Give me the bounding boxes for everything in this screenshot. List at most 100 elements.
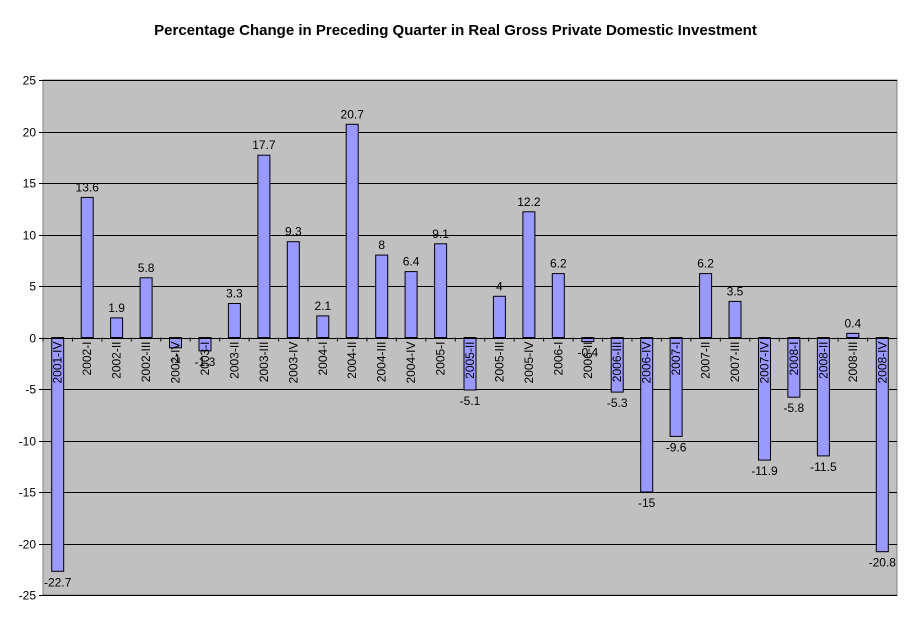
data-label: 9.3 [285, 225, 302, 239]
data-label: 4 [496, 279, 503, 293]
y-tick-label: -20 [19, 538, 37, 552]
category-label: 2002-II [110, 342, 124, 379]
y-tick-label: 25 [23, 74, 37, 88]
category-label: 2005-IV [522, 342, 536, 384]
bar [728, 300, 742, 338]
category-label: 2003-IV [286, 342, 300, 384]
y-tick-label: 10 [23, 229, 37, 243]
data-label: 6.2 [697, 257, 714, 271]
chart-title: Percentage Change in Preceding Quarter i… [154, 22, 757, 39]
category-label: 2005-III [492, 342, 506, 383]
bars [51, 123, 889, 572]
bar [875, 337, 889, 553]
data-label: 0.4 [844, 316, 861, 330]
category-label: 2007-III [728, 342, 742, 383]
category-label: 2003-II [227, 342, 241, 379]
category-label: 2003-I [198, 342, 212, 376]
category-label: 2004-IV [404, 342, 418, 384]
bar [787, 337, 801, 398]
data-label: 2.1 [314, 299, 331, 313]
bar [316, 315, 330, 338]
category-label: 2003-III [257, 342, 271, 383]
category-label: 2006-IV [640, 342, 654, 384]
category-label: 2008-II [816, 342, 830, 379]
data-label: 13.6 [76, 180, 100, 194]
y-tick-label: -5 [25, 383, 36, 397]
bar [492, 295, 506, 338]
category-label: 2002-IV [169, 342, 183, 384]
bar [286, 241, 300, 338]
bar [257, 154, 271, 338]
category-label: 2002-I [80, 342, 94, 376]
y-tick-label: -15 [19, 486, 37, 500]
bar [551, 273, 565, 339]
data-label: 9.1 [432, 227, 449, 241]
category-label: 2008-III [846, 342, 860, 383]
bar [816, 337, 830, 457]
bar [375, 254, 389, 339]
bar [139, 277, 153, 338]
category-label: 2005-II [463, 342, 477, 379]
data-label: -11.5 [810, 460, 837, 474]
data-label: 6.2 [550, 257, 567, 271]
category-label: 2007-I [669, 342, 683, 376]
data-label: -22.7 [44, 575, 72, 589]
bar [110, 317, 124, 338]
bar [581, 337, 595, 343]
data-label: 12.2 [517, 195, 541, 209]
category-label: 2007-II [699, 342, 713, 379]
bar [51, 337, 65, 572]
data-label: -5.8 [784, 401, 805, 415]
y-tick-label: 5 [29, 280, 36, 294]
data-label: -15 [638, 496, 656, 510]
data-label: -1 [170, 352, 181, 366]
category-label: 2008-IV [875, 342, 889, 384]
data-label: 6.4 [403, 255, 420, 269]
bar [80, 196, 94, 338]
data-label: 17.7 [252, 138, 276, 152]
data-label: -0.4 [577, 346, 598, 360]
data-label: 1.9 [108, 301, 125, 315]
category-label: 2001-IV [51, 342, 65, 384]
bar [522, 211, 536, 338]
data-label: -1.3 [195, 355, 216, 369]
data-label: 3.5 [727, 284, 744, 298]
category-labels: 2001-IV 2002-I 2002-II 2002-III 2002-IV 2003-… [42, 337, 889, 384]
y-axis-tick-labels: 25 20 15 10 5 0 -5 -10 -15 -20 -25 [19, 74, 43, 603]
bar [169, 337, 182, 349]
bar [345, 123, 359, 338]
data-label: -5.1 [460, 394, 481, 408]
category-label: 2002-III [139, 342, 153, 383]
data-label: 8 [378, 238, 385, 252]
y-tick-label: 15 [23, 177, 37, 191]
data-label: -20.8 [869, 556, 897, 570]
data-label: 5.8 [138, 261, 155, 275]
data-label: 3.3 [226, 287, 243, 301]
bar [404, 271, 418, 339]
category-label: 2004-I [316, 342, 330, 376]
bar [198, 337, 212, 352]
category-label: 2005-I [434, 342, 448, 376]
bar [846, 332, 860, 338]
data-label: 20.7 [341, 107, 365, 121]
data-label: -9.6 [666, 440, 687, 454]
bar [758, 337, 771, 461]
bar [640, 337, 654, 493]
category-label: 2006-III [610, 342, 624, 383]
category-label: 2007-IV [758, 342, 772, 384]
y-tick-label: -10 [19, 435, 37, 449]
bar [669, 337, 683, 437]
y-tick-label: 20 [23, 126, 37, 140]
category-label: 2008-I [787, 342, 801, 376]
category-label: 2004-III [375, 342, 389, 383]
category-label: 2004-II [345, 342, 359, 379]
y-tick-label: -25 [19, 589, 37, 603]
bar [434, 243, 448, 338]
data-labels: -22.7 13.6 1.9 5.8 -1 -1.3 3.3 17.7 9.3 2.1 20.7 8 6… [44, 107, 896, 589]
bar [227, 303, 241, 338]
category-label: 2006-I [551, 342, 565, 376]
y-tick-label: 0 [29, 332, 36, 346]
bar [610, 337, 624, 393]
data-label: -11.9 [751, 464, 778, 478]
